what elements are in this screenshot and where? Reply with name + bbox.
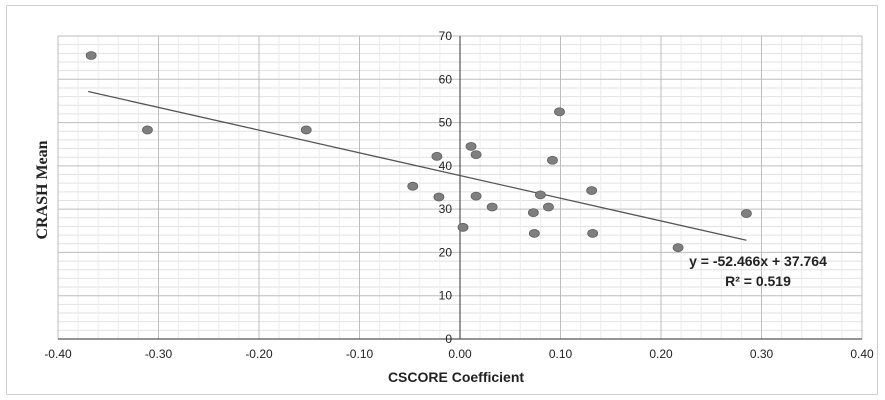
- data-point: [554, 107, 565, 117]
- x-tick-label: -0.10: [346, 347, 374, 361]
- data-point: [547, 155, 558, 165]
- axes: [58, 36, 862, 340]
- y-tick-label: 50: [439, 116, 453, 130]
- data-point: [431, 151, 443, 161]
- data-point: [433, 192, 445, 202]
- data-point: [470, 191, 482, 201]
- data-point: [535, 190, 546, 200]
- data-point: [528, 228, 540, 238]
- data-point: [586, 186, 598, 195]
- data-point: [741, 209, 752, 218]
- y-tick-label: 10: [439, 289, 453, 303]
- x-tick-label: -0.40: [44, 347, 72, 361]
- y-tick-label: 60: [439, 72, 453, 86]
- data-point: [85, 51, 97, 60]
- y-tick-label: 0: [445, 332, 452, 346]
- trendline-group: [88, 90, 747, 241]
- data-point: [672, 243, 684, 253]
- x-tick-label: 0.40: [850, 347, 874, 361]
- trendline: [88, 90, 747, 241]
- data-point: [300, 125, 312, 135]
- y-tick-label: 20: [439, 245, 453, 259]
- tick-labels: -0.40 -0.30 -0.20 -0.10 0.00 0.10 0.20 0.30 0.40…: [44, 29, 874, 361]
- data-point: [142, 125, 153, 135]
- data-points: [85, 51, 752, 253]
- x-tick-label: 0.30: [750, 347, 774, 361]
- x-tick-label: 0.20: [649, 347, 673, 361]
- y-tick-label: 40: [439, 159, 453, 173]
- data-point: [587, 228, 599, 238]
- data-point: [457, 222, 469, 232]
- data-point: [407, 181, 419, 191]
- y-tick-label: 70: [439, 29, 453, 43]
- x-tick-label: -0.20: [245, 347, 273, 361]
- data-point: [543, 202, 554, 212]
- x-axis-title: CSCORE Coefficient: [388, 369, 524, 385]
- data-point: [465, 141, 477, 151]
- y-axis-title: CRASH Mean: [34, 140, 51, 239]
- data-point: [470, 150, 482, 160]
- trendline-equation: y = -52.466x + 37.764: [689, 253, 827, 269]
- data-point: [486, 202, 498, 212]
- x-tick-label: 0.00: [448, 347, 472, 361]
- x-tick-label: -0.30: [145, 347, 173, 361]
- data-point: [527, 208, 539, 218]
- y-tick-label: 30: [439, 202, 453, 216]
- r-squared-label: R² = 0.519: [725, 273, 791, 289]
- x-tick-label: 0.10: [549, 347, 573, 361]
